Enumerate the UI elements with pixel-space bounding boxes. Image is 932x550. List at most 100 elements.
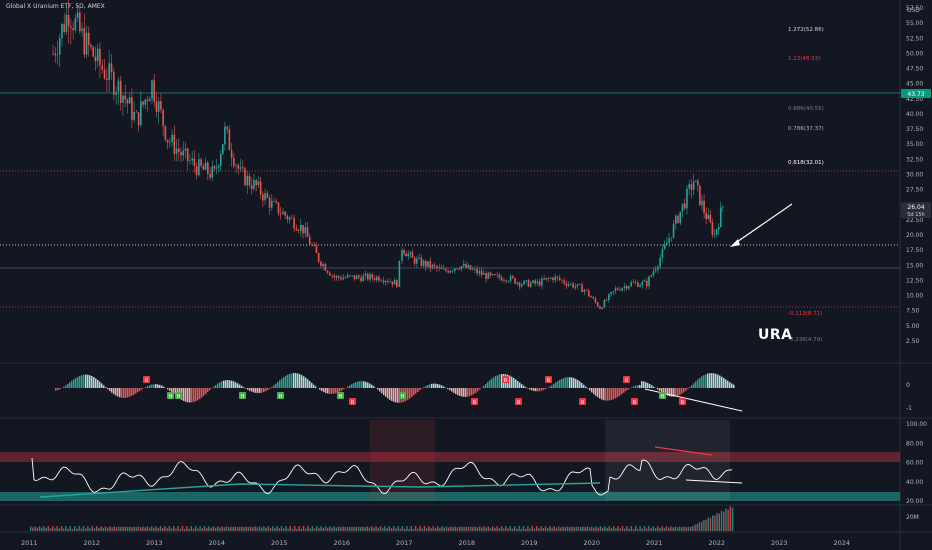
rsi-support-line[interactable] [685,479,743,484]
osc-bar [559,379,561,388]
candle-body [340,277,342,280]
candle-body [505,280,507,282]
osc-bar [389,388,391,400]
osc-bar [397,388,399,403]
osc-bar [197,388,199,401]
osc-bar [565,377,567,388]
osc-bar [485,383,487,388]
osc-tick-label: 0 [906,382,910,389]
candle-body [302,225,304,234]
volume-bar [212,526,214,531]
osc-bar [455,388,457,395]
candle-body [641,281,644,286]
candle-body [241,167,244,169]
osc-bar [509,375,511,388]
osc-bar [203,388,205,396]
osc-bar [413,388,415,396]
ticker-annotation[interactable]: URA [758,327,793,343]
osc-bar [339,388,341,392]
volume-bar [241,526,243,531]
annotation-arrow[interactable] [733,203,793,245]
volume-bar [91,526,93,531]
osc-bar [589,388,591,391]
volume-bar [718,513,720,531]
osc-bar [723,377,725,388]
candle-body [719,207,722,228]
volume-bar [542,528,544,531]
candle-body [454,268,456,271]
osc-bar [223,380,225,388]
candle-body [108,63,110,81]
rsi-line[interactable] [31,457,733,496]
candle-body [411,252,414,258]
volume-bar [430,528,432,531]
volume-bar [529,528,531,531]
volume-bar [247,527,250,531]
osc-bar [489,380,491,388]
volume-bar [234,526,236,531]
osc-bar [115,388,117,396]
volume-bar [443,527,445,531]
volume-bar [144,527,146,531]
osc-bar [191,388,193,403]
candle-body [144,99,147,105]
candle-body [445,268,447,271]
candle-body [666,242,668,245]
volume-bar [714,515,716,531]
volume-bar [382,527,384,531]
rsi-zone [370,420,435,500]
volume-bar [168,526,170,531]
volume-bar [632,528,635,531]
volume-bar [93,528,96,531]
osc-bar [545,388,547,389]
candle-body [467,265,470,268]
volume-bar [690,526,692,531]
candle-body [474,268,476,270]
osc-bar [145,387,147,388]
volume-bar [628,528,630,531]
osc-bar [491,378,493,388]
volume-bar [109,526,111,531]
candle-body [516,282,519,284]
volume-bar [404,528,406,531]
volume-bar [58,528,60,531]
osc-marker-label: H [241,394,245,400]
volume-bar [709,517,712,531]
osc-bar [173,388,175,395]
volume-bar [52,526,54,531]
volume-bar [71,528,74,531]
volume-bar [498,528,500,531]
osc-bar [263,388,265,393]
volume-bar [544,526,547,531]
volume-bar [602,527,604,531]
candle-body [389,281,391,283]
currency-label: USD [907,7,920,14]
volume-bar [331,527,333,531]
osc-bar [637,385,639,388]
osc-bar [105,387,107,388]
volume-bar [76,528,78,531]
volume-bar [120,527,122,531]
candle-body [160,101,162,110]
rsi-trendline[interactable] [39,482,601,498]
volume-bar [338,526,340,531]
rsi-divergence-line[interactable] [654,446,713,456]
volume-bar [676,527,679,531]
candle-body [436,266,438,269]
osc-marker [545,376,552,383]
candle-body [207,162,209,174]
osc-bar [685,388,687,391]
volume-bar [140,527,142,531]
osc-bar [185,388,187,402]
volume-bar [426,528,428,531]
volume-bar [663,527,665,531]
osc-bar [715,373,717,388]
osc-bar [531,388,533,391]
candle-body [217,165,220,168]
volume-bar [322,527,324,531]
candle-body [222,144,224,155]
osc-bar [459,388,461,396]
candle-body [384,281,387,283]
volume-bar [474,526,476,531]
